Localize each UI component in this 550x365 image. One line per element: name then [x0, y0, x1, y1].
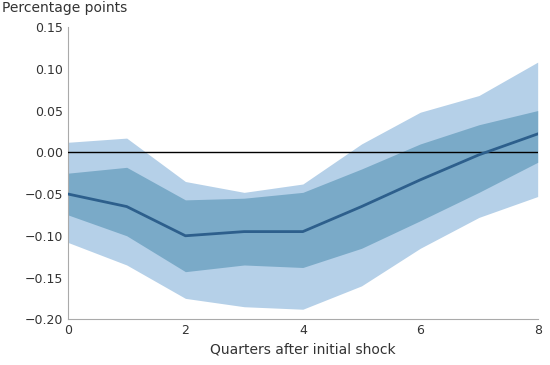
Y-axis label: Percentage points: Percentage points [2, 1, 128, 15]
X-axis label: Quarters after initial shock: Quarters after initial shock [210, 343, 395, 357]
